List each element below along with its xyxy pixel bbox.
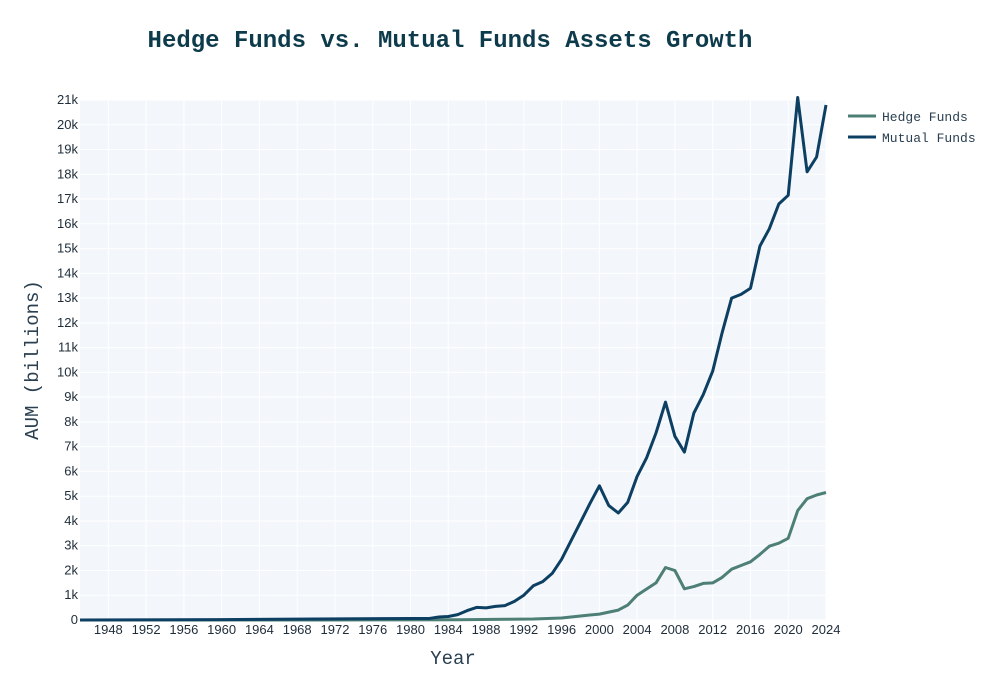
plot-area xyxy=(80,100,826,620)
x-tick-label: 2004 xyxy=(623,622,652,637)
series-line-mutual-funds xyxy=(79,96,828,622)
y-tick-label: 7k xyxy=(64,439,78,454)
y-tick-label: 8k xyxy=(64,414,78,429)
legend-item[interactable]: Hedge Funds xyxy=(848,110,968,125)
y-tick-label: 18k xyxy=(57,166,78,181)
x-tick-label: 1972 xyxy=(321,622,350,637)
y-tick-label: 17k xyxy=(57,191,78,206)
x-tick-label: 1996 xyxy=(547,622,576,637)
x-tick-label: 1992 xyxy=(509,622,538,637)
x-tick-label: 2020 xyxy=(774,622,803,637)
x-tick-label: 2000 xyxy=(585,622,614,637)
y-axis-title: AUM (billions) xyxy=(22,280,44,440)
x-tick-label: 1952 xyxy=(132,622,161,637)
y-tick-label: 11k xyxy=(58,340,78,355)
y-tick-label: 5k xyxy=(64,488,78,503)
x-tick-label: 1976 xyxy=(358,622,387,637)
y-tick-label: 14k xyxy=(57,265,78,280)
x-tick-label: 2016 xyxy=(736,622,765,637)
y-tick-label: 9k xyxy=(64,389,78,404)
x-tick-label: 2012 xyxy=(698,622,727,637)
x-tick-label: 1948 xyxy=(94,622,123,637)
x-tick-label: 1956 xyxy=(169,622,198,637)
x-tick-label: 1968 xyxy=(283,622,312,637)
y-tick-label: 13k xyxy=(57,290,78,305)
y-tick-label: 0 xyxy=(71,612,78,627)
y-tick-label: 21k xyxy=(57,92,78,107)
x-tick-label: 1964 xyxy=(245,622,274,637)
y-tick-label: 2k xyxy=(64,562,78,577)
legend[interactable]: Hedge Funds Mutual Funds xyxy=(848,110,976,146)
x-tick-label: 1980 xyxy=(396,622,425,637)
y-tick-label: 20k xyxy=(57,117,78,132)
x-tick-label: 2008 xyxy=(660,622,689,637)
y-tick-label: 4k xyxy=(64,513,78,528)
y-tick-label: 19k xyxy=(57,142,78,157)
x-tick-label: 1984 xyxy=(434,622,463,637)
chart-title: Hedge Funds vs. Mutual Funds Assets Grow… xyxy=(147,28,753,55)
y-tick-label: 10k xyxy=(57,364,78,379)
legend-item[interactable]: Mutual Funds xyxy=(848,131,976,146)
x-axis-title: Year xyxy=(430,648,476,670)
series-lines xyxy=(79,96,828,622)
y-tick-label: 16k xyxy=(57,216,78,231)
grid-lines xyxy=(80,99,827,621)
legend-label: Mutual Funds xyxy=(882,131,976,146)
y-tick-label: 12k xyxy=(57,315,78,330)
x-tick-label: 2024 xyxy=(812,622,841,637)
y-tick-label: 6k xyxy=(64,463,78,478)
x-tick-label: 1960 xyxy=(207,622,236,637)
legend-label: Hedge Funds xyxy=(882,110,968,125)
y-tick-label: 15k xyxy=(57,241,78,256)
x-axis-ticks: 1948 1952 1956 1960 1964 1968 1972 1976 1980 1984… xyxy=(94,622,841,637)
series-line-hedge-funds xyxy=(80,491,827,622)
x-tick-label: 1988 xyxy=(472,622,501,637)
y-tick-label: 3k xyxy=(64,538,78,553)
y-tick-label: 1k xyxy=(64,587,78,602)
y-axis-ticks: 0 1k 2k 3k 4k 5k 6k 7k 8k 9k 10k 11k 12k 13k 14k 15k 16k… xyxy=(57,92,78,627)
